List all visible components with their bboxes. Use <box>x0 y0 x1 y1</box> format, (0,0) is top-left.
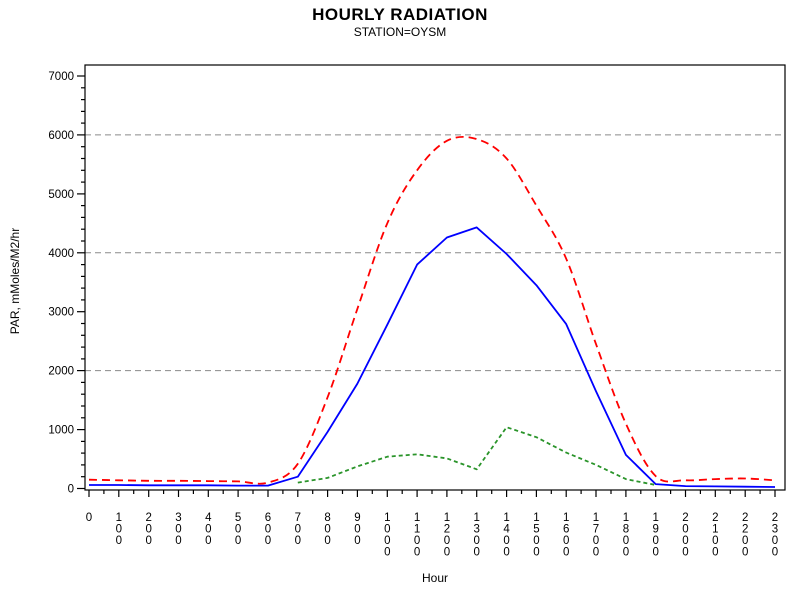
chart-title: HOURLY RADIATION <box>312 5 488 24</box>
svg-text:4000: 4000 <box>48 248 74 260</box>
svg-text:800: 800 <box>324 512 330 547</box>
svg-text:700: 700 <box>295 512 301 547</box>
svg-text:0: 0 <box>86 512 92 524</box>
series-blue-solid <box>89 226 776 488</box>
svg-text:0: 0 <box>68 484 74 496</box>
svg-text:2000: 2000 <box>682 512 688 559</box>
svg-text:7000: 7000 <box>48 71 74 83</box>
svg-text:3000: 3000 <box>48 307 74 319</box>
svg-text:6000: 6000 <box>48 130 74 142</box>
series-green-dashed <box>297 426 656 486</box>
svg-text:2000: 2000 <box>48 366 74 378</box>
x-axis-title: Hour <box>422 571 448 585</box>
svg-text:200: 200 <box>145 512 151 547</box>
svg-text:300: 300 <box>175 512 181 547</box>
chart-subtitle: STATION=OYSM <box>353 25 447 39</box>
plot-frame <box>84 64 786 491</box>
svg-text:400: 400 <box>205 512 212 547</box>
svg-text:900: 900 <box>354 512 360 547</box>
series-red-dashed <box>88 135 776 485</box>
y-axis-title: PAR, mMoles/M2/hr <box>8 228 22 334</box>
x-axis: 0 1 0 0 2 0 0 3 0 0 4 0 0 5 0 0 6 0 0 7 0 0 8 0 0 9 0 0 1 0 0 0 1 1 0 0 1 2 0 0… <box>86 490 778 559</box>
svg-text:500: 500 <box>235 512 241 547</box>
gridlines <box>85 134 785 372</box>
svg-text:1000: 1000 <box>48 425 74 437</box>
svg-text:5000: 5000 <box>48 189 74 201</box>
svg-text:600: 600 <box>265 512 271 547</box>
svg-text:1000: 1000 <box>384 512 390 559</box>
svg-text:100: 100 <box>116 512 122 547</box>
y-axis: 0 1000 2000 3000 4000 5000 6000 7000 <box>48 71 85 496</box>
